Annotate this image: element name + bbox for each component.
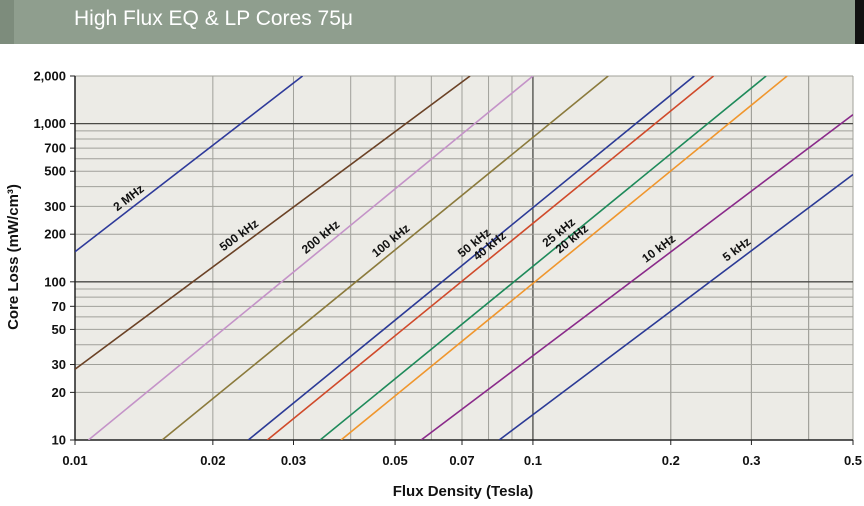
y-tick-label: 100 xyxy=(44,274,66,289)
y-tick-label: 300 xyxy=(44,199,66,214)
series-line-50-khz xyxy=(247,76,695,440)
series-line-5-khz xyxy=(498,173,853,440)
y-tick-label: 200 xyxy=(44,227,66,242)
x-tick-label: 0.5 xyxy=(844,453,862,468)
series-line-25-khz xyxy=(319,76,767,440)
header-edge xyxy=(855,0,864,44)
y-tick-label: 1,000 xyxy=(33,116,66,131)
series-line-10-khz xyxy=(420,113,853,440)
series-line-20-khz xyxy=(340,76,788,440)
page-title: High Flux EQ & LP Cores 75μ xyxy=(74,7,353,30)
x-tick-label: 0.01 xyxy=(62,453,87,468)
series-line-100-khz xyxy=(161,76,609,440)
x-tick-label: 0.05 xyxy=(382,453,407,468)
core-loss-chart: 0.01 0.02 0.03 0.05 0.07 0.1 0.2 0.3 0.5 10 20 30 50… xyxy=(5,69,862,501)
y-tick-label: 700 xyxy=(44,141,66,156)
x-tick-label: 0.1 xyxy=(524,453,542,468)
x-tick-label: 0.07 xyxy=(449,453,474,468)
plot-area xyxy=(75,76,853,440)
y-tick-label: 10 xyxy=(52,433,66,448)
x-axis-title: Flux Density (Tesla) xyxy=(393,483,534,500)
series-line-2-mhz xyxy=(75,76,304,253)
y-tick-label: 50 xyxy=(52,322,66,337)
header-accent xyxy=(0,0,14,44)
x-tick-label: 0.2 xyxy=(662,453,680,468)
y-tick-label: 70 xyxy=(52,299,66,314)
y-tick-label: 20 xyxy=(52,385,66,400)
series-line-200-khz xyxy=(87,76,534,440)
y-tick-label: 30 xyxy=(52,357,66,372)
x-tick-label: 0.02 xyxy=(200,453,225,468)
series-line-500-khz xyxy=(75,76,471,370)
header-bar: High Flux EQ & LP Cores 75μ xyxy=(0,0,864,44)
y-tick-label: 500 xyxy=(44,164,66,179)
series-line-40-khz xyxy=(266,76,715,440)
y-tick-label: 2,000 xyxy=(33,69,66,84)
x-tick-label: 0.3 xyxy=(742,453,760,468)
y-axis-title: Core Loss (mW/cm³) xyxy=(5,184,22,330)
x-tick-label: 0.03 xyxy=(281,453,306,468)
